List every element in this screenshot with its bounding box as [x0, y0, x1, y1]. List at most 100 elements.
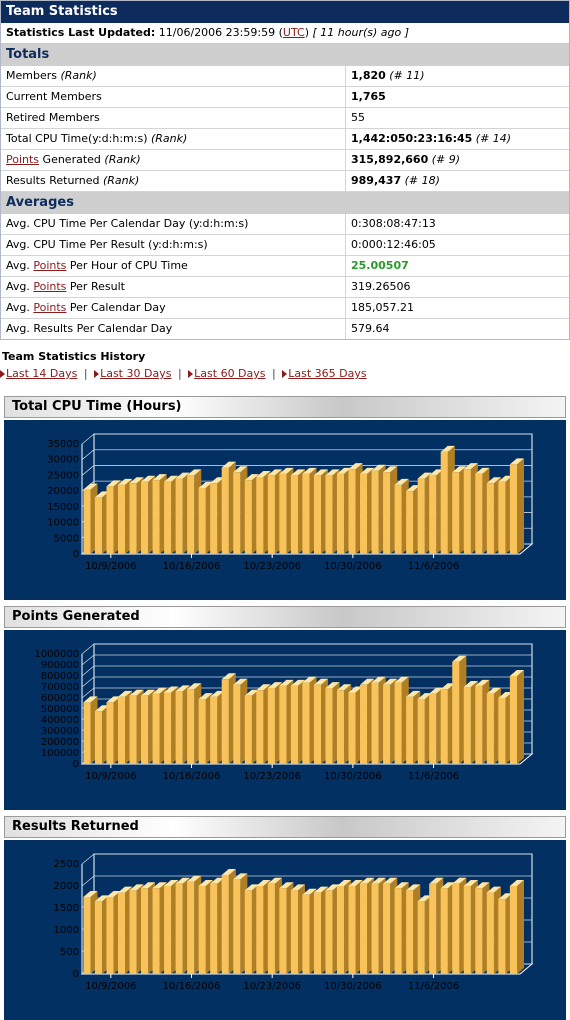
results-chart-panel: Results Returned 2500 2000 1500 1000 500 0 10/… — [4, 816, 566, 1020]
bar-front — [129, 695, 137, 764]
bar-top — [509, 670, 525, 676]
avg-cpu-result-value: 0:000:12:46:05 — [351, 238, 436, 251]
bar-front — [152, 888, 160, 974]
bar-top — [440, 683, 455, 690]
results-chart-svg: 2500 2000 1500 1000 500 0 10/9/2006 10/16/2006 1… — [54, 853, 534, 992]
bar-top — [325, 682, 340, 689]
cpu-time-chart-title: Total CPU Time (Hours) — [4, 396, 566, 418]
last-14-days-link[interactable]: Last 14 Days — [6, 367, 78, 380]
members-value-cell: 1,820 (# 11) — [346, 66, 425, 86]
bar-top — [106, 480, 121, 487]
points-generated-value-cell: 315,892,660 (# 9) — [346, 150, 460, 170]
x-tick-label: 10/9/2006 — [85, 981, 136, 992]
points-link[interactable]: Points — [33, 259, 67, 272]
bar-front — [233, 879, 241, 974]
cpu-time-label-cell: Total CPU Time(y:d:h:m:s) (Rank) — [1, 129, 346, 149]
bar-top — [452, 877, 467, 884]
bar-top — [83, 696, 98, 703]
bar-front — [141, 695, 149, 764]
bar-top — [486, 687, 501, 694]
bar-front — [394, 888, 402, 974]
bar-front — [267, 883, 275, 974]
bar-front — [394, 484, 402, 554]
members-label-cell: Members (Rank) — [1, 66, 346, 86]
bar-top — [509, 880, 525, 886]
bar-top — [106, 891, 121, 897]
bar-front — [429, 693, 437, 764]
bar-top — [348, 880, 363, 886]
bar-front — [498, 481, 506, 554]
last-30-days-link[interactable]: Last 30 Days — [100, 367, 172, 380]
bar-front — [452, 883, 460, 974]
bar-top — [371, 464, 386, 471]
cpu-time-rank: (# 14) — [475, 132, 512, 145]
points-link[interactable]: Points — [6, 153, 40, 166]
bar-top — [371, 877, 386, 884]
gridline — [81, 853, 532, 865]
bar-front — [187, 475, 195, 554]
bar-front — [440, 451, 448, 554]
bar-top — [129, 689, 144, 696]
bar-front — [498, 899, 506, 974]
bar-front — [336, 473, 345, 554]
cpu-time-row: Total CPU Time(y:d:h:m:s) (Rank) 1,442:0… — [1, 129, 569, 150]
bar-top — [187, 683, 202, 690]
bar-front — [279, 473, 287, 554]
bar-front — [290, 890, 299, 974]
bar-front — [198, 488, 206, 554]
retired-members-row: Retired Members 55 — [1, 108, 569, 129]
bar-top — [117, 478, 133, 485]
bar-front — [383, 472, 391, 554]
avg-points-day-row: Avg. Points Per Calendar Day 185,057.21 — [1, 298, 569, 319]
retired-members-value: 55 — [351, 111, 365, 124]
bar-front — [509, 464, 518, 554]
last-365-days-link[interactable]: Last 365 Days — [288, 367, 367, 380]
bar-top — [325, 469, 340, 476]
points-link[interactable]: Points — [33, 280, 67, 293]
bar-front — [417, 901, 425, 974]
bar-top — [302, 467, 317, 474]
bar-top — [244, 884, 259, 891]
bar-top — [164, 686, 179, 693]
bar-front — [406, 890, 414, 974]
points-link[interactable]: Points — [33, 301, 67, 314]
bar-front — [129, 890, 137, 974]
bar-front — [164, 481, 172, 554]
bar-top — [475, 882, 490, 889]
bar-front — [325, 475, 333, 554]
last-60-days-link[interactable]: Last 60 Days — [194, 367, 266, 380]
results-returned-row: Results Returned (Rank) 989,437 (# 18) — [1, 171, 569, 192]
avg-points-hour-post: Per Hour of CPU Time — [66, 259, 188, 272]
bar-top — [141, 882, 156, 889]
avg-points-day-label-cell: Avg. Points Per Calendar Day — [1, 298, 346, 318]
bar-top — [279, 882, 294, 889]
bar-top — [429, 687, 444, 694]
bar-front — [141, 888, 149, 974]
avg-points-day-pre: Avg. — [6, 301, 34, 314]
bar-front — [117, 484, 126, 554]
bar-top — [233, 873, 248, 880]
bar-front — [117, 892, 126, 974]
bar-front — [313, 684, 322, 764]
link-separator: | — [272, 367, 276, 380]
avg-points-result-pre: Avg. — [6, 280, 34, 293]
bar-front — [141, 481, 149, 554]
bar-front — [106, 486, 114, 554]
results-returned-value: 989,437 — [351, 174, 402, 187]
gridline — [81, 643, 532, 655]
bar-front — [452, 472, 460, 554]
bar-front — [440, 689, 448, 764]
bar-top — [256, 880, 271, 886]
last-updated-row: Statistics Last Updated: 11/06/2006 23:5… — [1, 23, 569, 44]
page-title: Team Statistics — [1, 1, 569, 23]
bar-front — [302, 894, 310, 974]
bar-top — [129, 477, 144, 484]
x-tick-label: 10/23/2006 — [243, 981, 301, 992]
bar-front — [371, 682, 379, 764]
bar-front — [106, 897, 114, 974]
utc-link[interactable]: UTC — [282, 26, 305, 39]
avg-cpu-result-label: Avg. CPU Time Per Result (y:d:h:m:s) — [1, 235, 346, 255]
avg-points-hour-label-cell: Avg. Points Per Hour of CPU Time — [1, 256, 346, 276]
y-tick-label: 300000 — [41, 726, 79, 737]
bar-front — [463, 687, 471, 764]
